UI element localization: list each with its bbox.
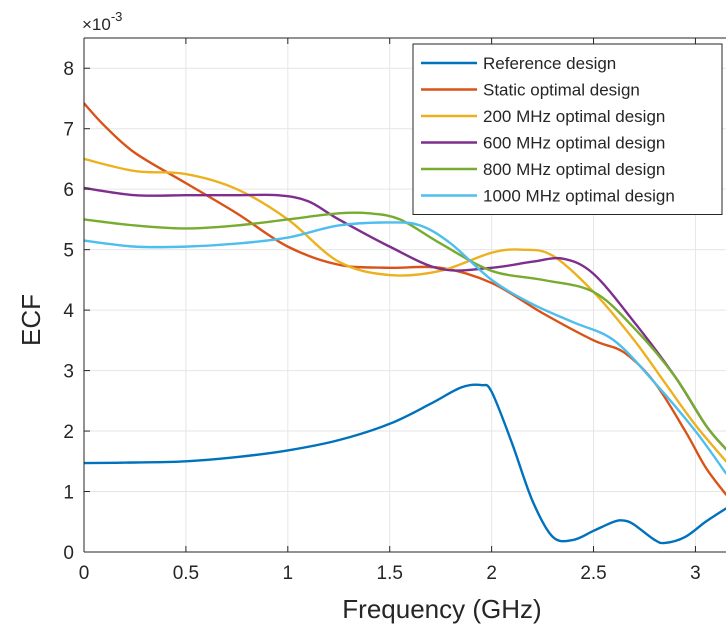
x-tick-label: 1.5 [377, 563, 403, 584]
legend-label: 600 MHz optimal design [483, 134, 665, 153]
legend-label: Reference design [483, 54, 616, 73]
y-exponent-power: -3 [111, 9, 123, 24]
x-tick-label: 0.5 [173, 563, 199, 584]
legend-label: 800 MHz optimal design [483, 160, 665, 179]
y-tick-label: 5 [63, 241, 74, 262]
legend-label: 1000 MHz optimal design [483, 187, 675, 206]
legend-box [412, 43, 723, 215]
series-lines [84, 102, 726, 545]
y-tick-label: 2 [63, 422, 74, 443]
y-tick-label: 6 [63, 180, 74, 201]
y-tick-label: 4 [63, 301, 74, 322]
y-tick-label: 0 [63, 543, 74, 564]
y-tick-label: 7 [63, 120, 74, 141]
y-tick-label: 1 [63, 483, 74, 504]
series-line-6 [84, 221, 726, 475]
x-tick-label: 1 [283, 563, 294, 584]
series-line-5 [84, 211, 726, 451]
series-line-3 [84, 157, 726, 463]
x-tick-label: 3 [690, 563, 701, 584]
axes [83, 37, 726, 553]
y-axis-title: ECF [16, 294, 46, 346]
series-line-1 [84, 383, 726, 545]
x-tick-label: 0 [79, 563, 90, 584]
y-tick-label: 3 [63, 362, 74, 383]
x-axis-title: Frequency (GHz) [342, 594, 541, 624]
x-tick-label: 2 [486, 563, 497, 584]
series-line-4 [84, 186, 726, 451]
x-tick-label: 2.5 [580, 563, 606, 584]
svg-text:×10-3: ×10-3 [82, 9, 122, 34]
y-exponent-base: ×10 [82, 15, 111, 34]
legend-label: Static optimal design [483, 81, 640, 100]
y-tick-label: 8 [63, 59, 74, 80]
y-exponent-label: ×10-3 [82, 9, 122, 34]
legend: Reference design Static optimal design 200… [412, 43, 723, 215]
legend-label: 200 MHz optimal design [483, 107, 665, 126]
tick-labels: 0 0.5 1 1.5 2 2.5 3 0 1 2 3 4 5 6 7 8 [63, 59, 700, 584]
